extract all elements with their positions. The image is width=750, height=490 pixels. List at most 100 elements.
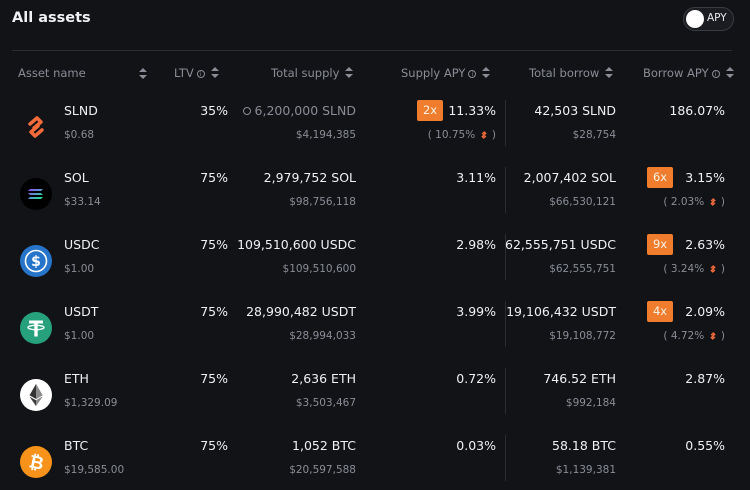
asset-row-usdt[interactable]: USDT $1.00 75% 28,990,482 USDT $28,994,0…: [0, 301, 750, 368]
borrow-multiplier-badge[interactable]: 9x: [647, 234, 673, 255]
column-divider: [505, 301, 506, 347]
asset-symbol: SLND: [64, 103, 98, 118]
asset-total-supply: 109,510,600 USDC: [237, 237, 356, 252]
asset-total-borrow-usd: $1,139,381: [555, 464, 616, 476]
header-total-borrow[interactable]: Total borrow: [529, 66, 614, 80]
asset-row-slnd[interactable]: SLND $0.68 35% 6,200,000 SLND $4,194,385…: [0, 100, 750, 167]
column-divider: [505, 435, 506, 481]
header-ltv-label: LTV: [174, 66, 194, 80]
sort-borrow-apy-icon[interactable]: [725, 67, 734, 78]
asset-total-supply-usd: $4,194,385: [295, 129, 356, 141]
asset-ltv: 35%: [200, 103, 228, 118]
slnd-reward-icon: [480, 131, 487, 139]
supply-base-value: ( 10.75%: [427, 129, 476, 141]
asset-total-borrow-usd: $992,184: [565, 397, 616, 409]
eth-icon: [20, 379, 52, 411]
page-title: All assets: [12, 10, 91, 26]
header-ltv[interactable]: LTV i: [174, 66, 219, 80]
column-divider: [505, 234, 506, 280]
asset-supply-apy: 2.98%: [456, 237, 496, 252]
slnd-reward-icon: [709, 198, 716, 206]
supply-base-end: ): [488, 129, 496, 141]
toggle-knob: [686, 10, 704, 28]
asset-supply-apy: 3.99%: [456, 304, 496, 319]
asset-total-supply-usd: $28,994,033: [289, 330, 356, 342]
asset-total-supply: 28,990,482 USDT: [246, 304, 356, 319]
apy-toggle-label: APY: [707, 12, 727, 24]
asset-borrow-apy: 2.63%: [685, 237, 725, 252]
header-borrow-apy[interactable]: Borrow APY i: [643, 66, 734, 80]
slnd-reward-icon: [709, 265, 716, 273]
asset-total-supply-usd: $98,756,118: [289, 196, 356, 208]
borrow-base-value: ( 4.72%: [663, 330, 705, 342]
asset-supply-base-apy: ( 10.75% ): [428, 129, 496, 141]
sort-total-borrow-icon[interactable]: [605, 67, 614, 78]
borrow-base-value: ( 3.24%: [663, 263, 705, 275]
borrow-multiplier-badge[interactable]: 4x: [647, 301, 673, 322]
header-borrow-apy-label: Borrow APY: [643, 66, 709, 80]
sol-icon: [20, 178, 52, 210]
asset-price: $1.00: [64, 263, 95, 275]
asset-symbol: USDT: [64, 304, 99, 319]
asset-total-supply: 2,979,752 SOL: [263, 170, 356, 185]
borrow-base-end: ): [717, 196, 725, 208]
asset-total-supply-usd: $20,597,588: [289, 464, 356, 476]
asset-borrow-base-apy: ( 3.24% ): [663, 263, 725, 275]
asset-total-borrow: 62,555,751 USDC: [505, 237, 616, 252]
asset-total-borrow-usd: $66,530,121: [549, 196, 616, 208]
asset-supply-apy: 0.03%: [456, 438, 496, 453]
column-divider: [505, 368, 506, 414]
supply-multiplier-badge[interactable]: 2x: [417, 100, 443, 121]
asset-price: $0.68: [64, 129, 95, 141]
asset-borrow-apy: 3.15%: [685, 170, 725, 185]
asset-price: $19,585.00: [64, 464, 125, 476]
apy-toggle[interactable]: APY: [683, 7, 734, 31]
borrow-base-end: ): [717, 330, 725, 342]
sort-supply-apy-icon[interactable]: [482, 67, 491, 78]
header-asset-name[interactable]: Asset name: [18, 66, 86, 80]
asset-borrow-apy: 186.07%: [669, 103, 725, 118]
asset-price: $33.14: [64, 196, 101, 208]
ltv-info-icon[interactable]: i: [196, 70, 205, 78]
header-asset-name-label: Asset name: [18, 66, 86, 80]
asset-supply-apy: 11.33%: [448, 103, 496, 118]
borrow-multiplier-badge[interactable]: 6x: [647, 167, 673, 188]
asset-symbol: BTC: [64, 438, 89, 453]
asset-ltv: 75%: [200, 438, 228, 453]
asset-total-supply-usd: $109,510,600: [282, 263, 356, 275]
slnd-reward-icon: [709, 332, 716, 340]
asset-total-borrow: 746.52 ETH: [543, 371, 616, 386]
asset-row-sol[interactable]: SOL $33.14 75% 2,979,752 SOL $98,756,118…: [0, 167, 750, 234]
asset-row-btc[interactable]: ₿ BTC $19,585.00 75% 1,052 BTC $20,597,5…: [0, 435, 750, 490]
asset-borrow-apy: 2.87%: [685, 371, 725, 386]
asset-symbol: USDC: [64, 237, 100, 252]
asset-row-usdc[interactable]: $ USDC $1.00 75% 109,510,600 USDC $109,5…: [0, 234, 750, 301]
sort-ltv-icon[interactable]: [210, 67, 219, 78]
supply-apy-info-icon[interactable]: i: [468, 70, 477, 78]
asset-symbol: SOL: [64, 170, 89, 185]
borrow-base-end: ): [717, 263, 725, 275]
asset-ltv: 75%: [200, 237, 228, 252]
borrow-base-value: ( 2.03%: [663, 196, 705, 208]
sort-total-supply-icon[interactable]: [345, 67, 354, 78]
asset-ltv: 75%: [200, 170, 228, 185]
supply-cap-icon: [242, 107, 251, 115]
btc-icon: ₿: [20, 446, 52, 478]
header-supply-apy[interactable]: Supply APY i: [401, 66, 491, 80]
asset-row-eth[interactable]: ETH $1,329.09 75% 2,636 ETH $3,503,467 0…: [0, 368, 750, 435]
sort-asset-name-icon[interactable]: [139, 68, 147, 79]
asset-borrow-apy: 2.09%: [685, 304, 725, 319]
slnd-icon: [20, 111, 52, 143]
column-divider: [505, 167, 506, 213]
asset-total-borrow-usd: $62,555,751: [549, 263, 616, 275]
header-supply-apy-label: Supply APY: [401, 66, 466, 80]
asset-ltv: 75%: [200, 371, 228, 386]
svg-text:₿: ₿: [27, 451, 46, 475]
total-supply-value: 6,200,000 SLND: [254, 103, 356, 118]
asset-borrow-apy: 0.55%: [685, 438, 725, 453]
header-total-supply[interactable]: Total supply: [271, 66, 354, 80]
asset-supply-apy: 3.11%: [456, 170, 496, 185]
borrow-apy-info-icon[interactable]: i: [711, 70, 720, 78]
asset-supply-apy: 0.72%: [456, 371, 496, 386]
asset-borrow-base-apy: ( 4.72% ): [663, 330, 725, 342]
